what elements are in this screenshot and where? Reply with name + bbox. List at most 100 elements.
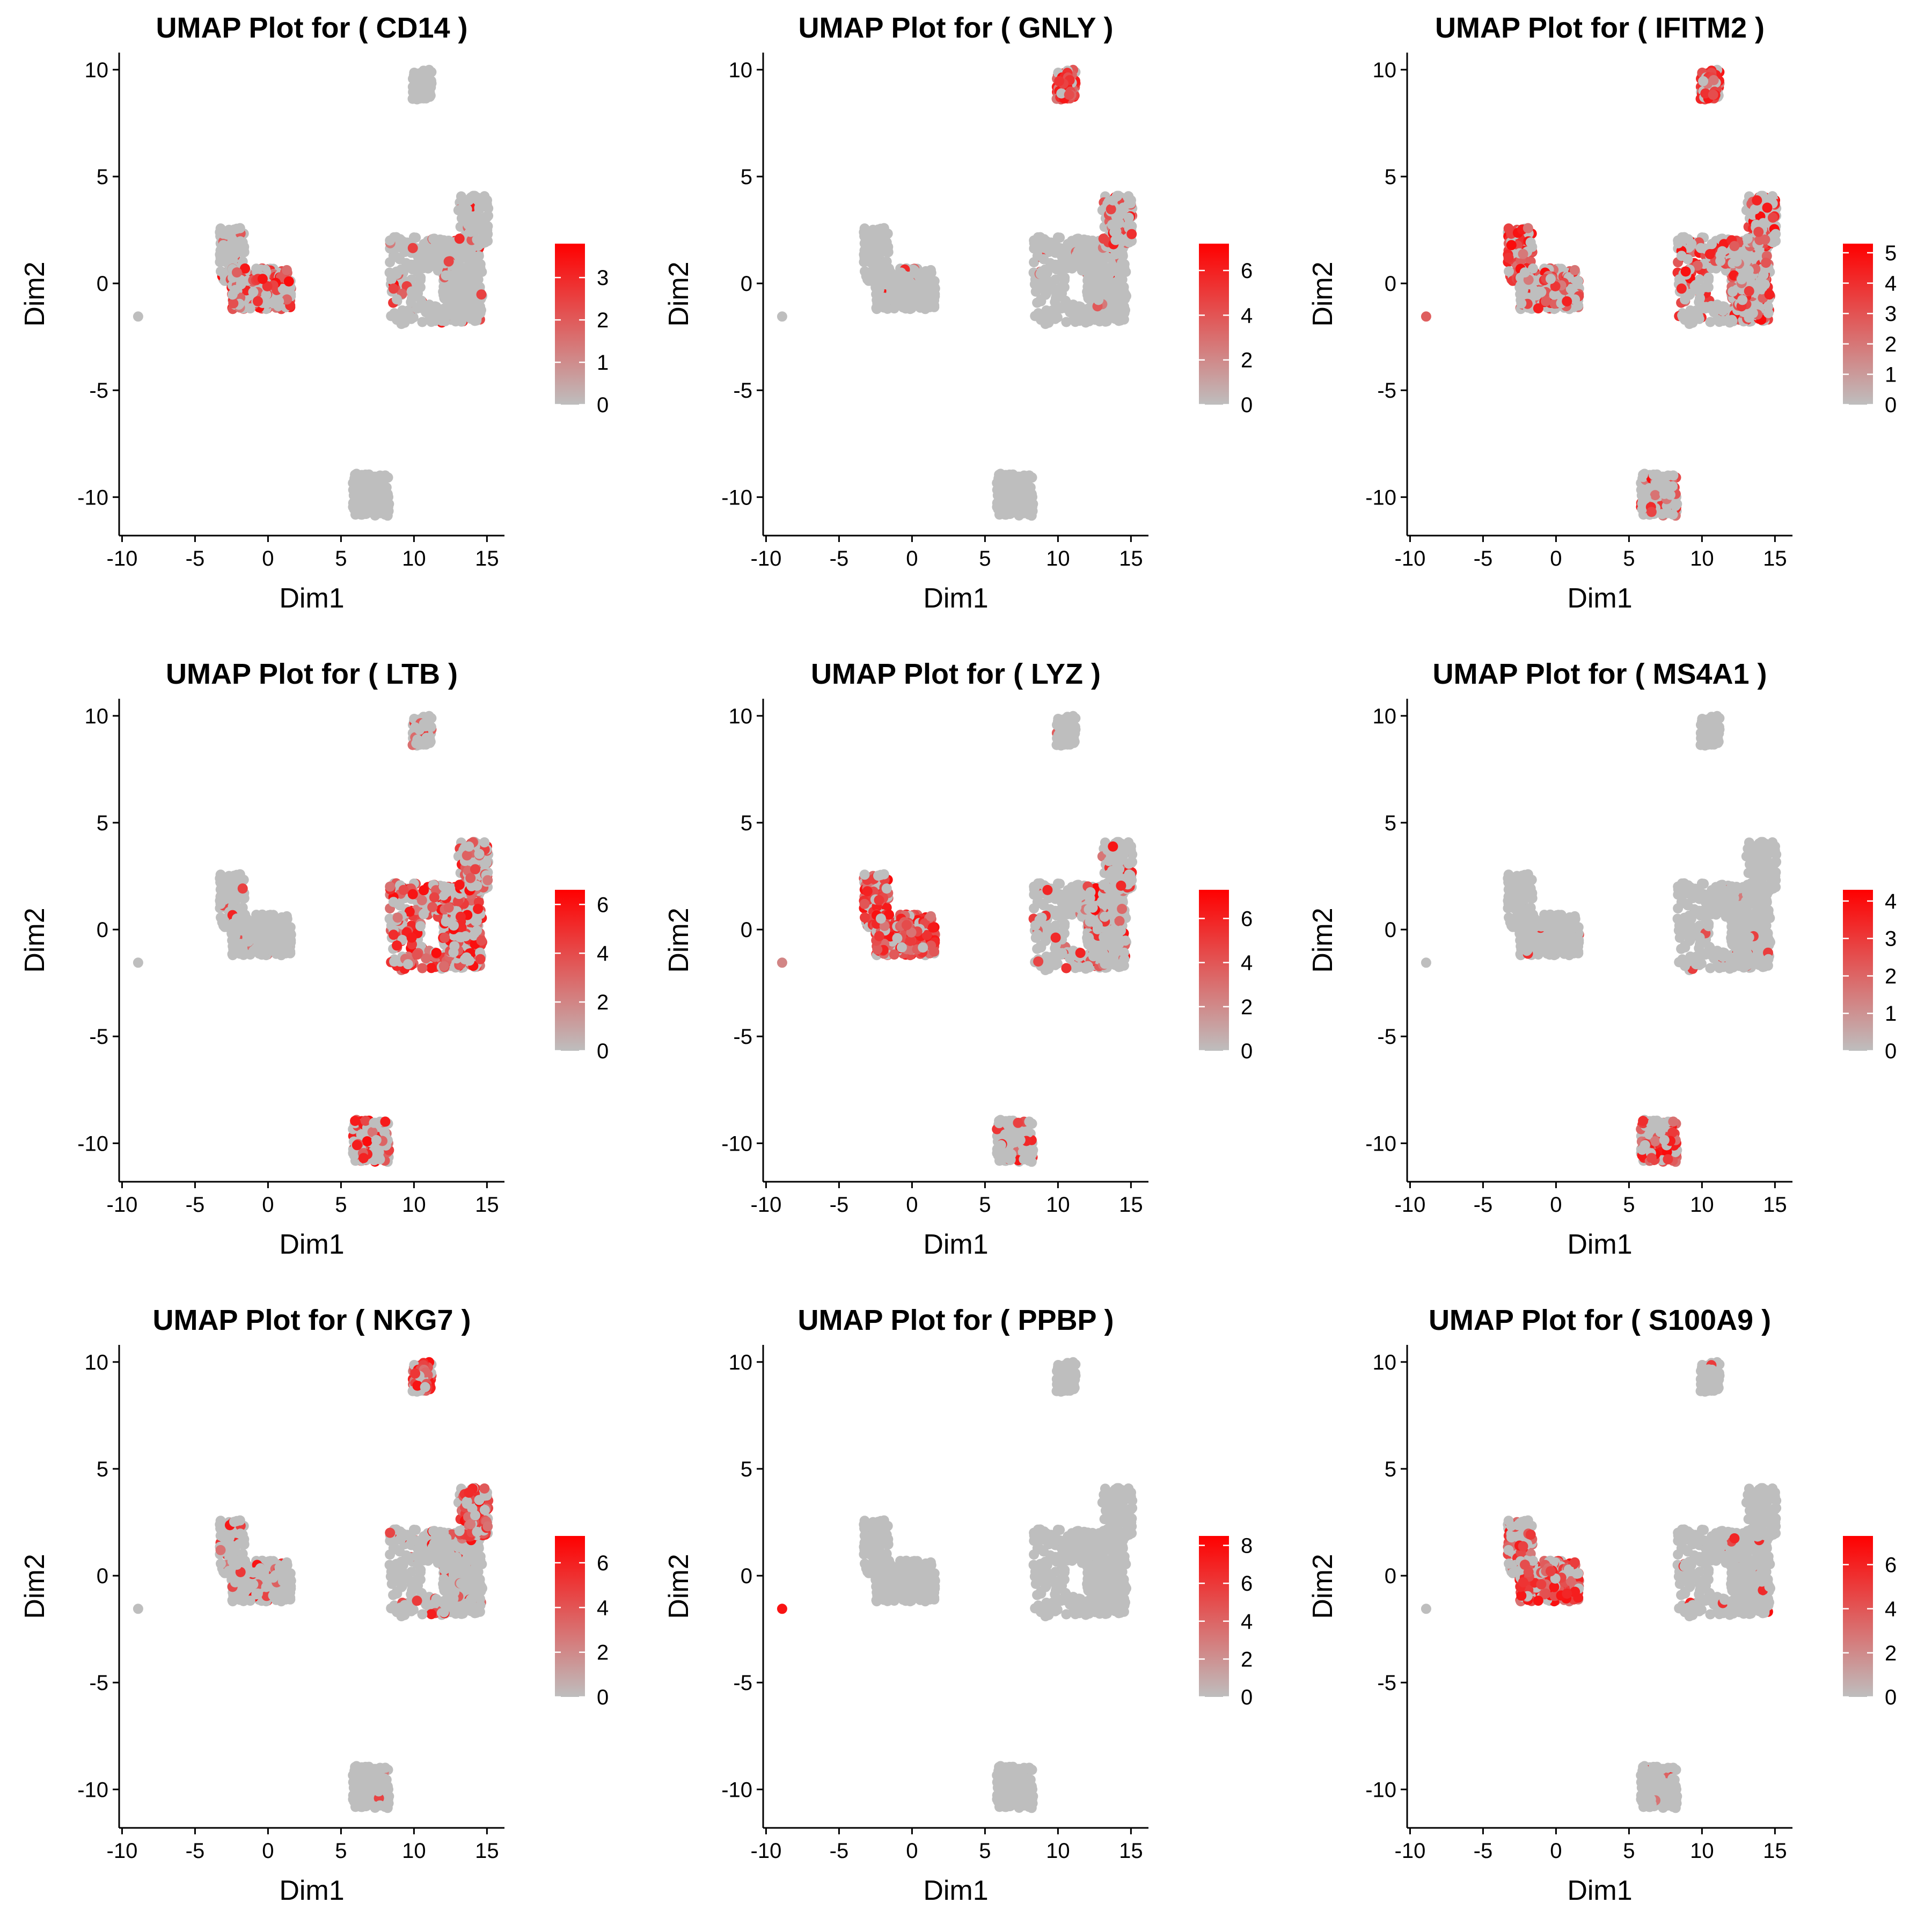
cell-point [1024,470,1035,481]
cell-point [421,307,431,318]
cell-point [412,303,422,314]
cell-point [1646,507,1657,517]
cell-point [1525,237,1536,248]
x-axis-label: Dim1 [1567,583,1632,614]
colorbar-tick-label: 3 [597,266,609,290]
cell-point [1750,204,1760,215]
cell-point [375,1154,385,1165]
cell-point [1569,265,1580,275]
cell-point [398,884,409,895]
cell-point [1698,76,1709,86]
y-axis-label: Dim2 [663,261,694,326]
cell-point [1708,90,1718,100]
cell-point [1767,213,1778,223]
cell-point [473,904,484,914]
cell-points [1421,64,1782,521]
cell-point [1085,241,1096,251]
cell-point [371,1135,382,1145]
cell-point [1695,243,1706,253]
cell-point [420,736,430,747]
x-axis-label: Dim1 [279,583,344,614]
cell-point [257,920,268,931]
cell-point [1002,507,1013,517]
x-tick-label: -5 [186,547,205,570]
y-tick-label: -5 [89,379,108,402]
y-tick-label: 0 [741,272,752,296]
x-tick-label: 0 [262,547,274,570]
cell-point [245,303,255,314]
cell-point [257,274,268,284]
cell-point [927,276,938,287]
y-tick-label: 10 [85,58,109,82]
cell-point [1023,481,1034,492]
cell-point [1753,226,1764,237]
x-tick-label: 15 [1763,547,1787,570]
cell-point [473,258,484,268]
x-tick-label: 5 [335,547,347,570]
cell-point [479,213,490,223]
cell-point [1087,256,1098,267]
x-tick-label: -5 [186,1193,205,1217]
cell-point [862,240,873,251]
cell-point [230,284,240,295]
cell-point [470,269,481,280]
cell-point [231,913,242,924]
colorbar-tick-label: 1 [597,351,609,375]
cell-point [1676,251,1687,261]
cell-point [476,289,487,300]
cell-point [1013,471,1023,482]
y-tick-label: -10 [721,486,752,509]
cell-point [1082,314,1093,325]
panel-title: UMAP Plot for ( GNLY ) [798,12,1113,44]
cell-point [358,1153,369,1163]
cell-point [459,954,470,964]
cell-point [1657,471,1667,482]
cell-point [230,895,240,905]
colorbar-tick-label: 0 [1885,393,1897,417]
cell-point [1705,317,1716,327]
cell-point [1659,488,1670,499]
y-tick-label: 5 [741,165,752,189]
x-tick-label: 10 [1046,547,1070,570]
cell-point [456,932,466,942]
cell-point [1506,240,1517,251]
cell-point [388,930,399,940]
cell-point [1036,294,1046,305]
cell-point [1763,308,1774,318]
cell-point [1731,256,1742,267]
cell-point [1726,314,1737,325]
x-tick-label: 15 [1119,547,1143,570]
cell-point [350,1116,361,1126]
cell-point [380,470,391,481]
cell-point [472,279,482,290]
cell-point [1752,195,1762,206]
cell-point [1758,269,1769,280]
y-tick-label: -10 [1365,486,1396,509]
colorbar-tick-label: 0 [1241,393,1253,417]
cell-point [1719,302,1730,312]
cell-point [1638,470,1649,480]
cell-point [228,298,239,309]
cell-point [1737,295,1748,305]
cell-point [1715,255,1726,266]
cell-point [1064,90,1074,100]
cell-point [475,954,486,964]
cell-point [237,883,248,894]
cell-point [1033,310,1044,321]
cell-point [252,942,263,953]
cell-point [402,959,413,970]
cell-point [417,963,428,974]
cell-point [1126,229,1137,239]
cell-point [1650,490,1660,501]
cell-point [389,956,400,967]
y-tick-label: 5 [97,165,108,189]
cell-point [1116,279,1126,290]
cell-point [1032,251,1043,261]
cell-point [1050,286,1061,297]
cell-point [410,76,421,86]
cell-point [415,275,426,286]
cell-point [872,298,883,309]
cell-point [1046,313,1057,324]
cell-point [216,266,226,277]
cell-point [1098,233,1109,244]
